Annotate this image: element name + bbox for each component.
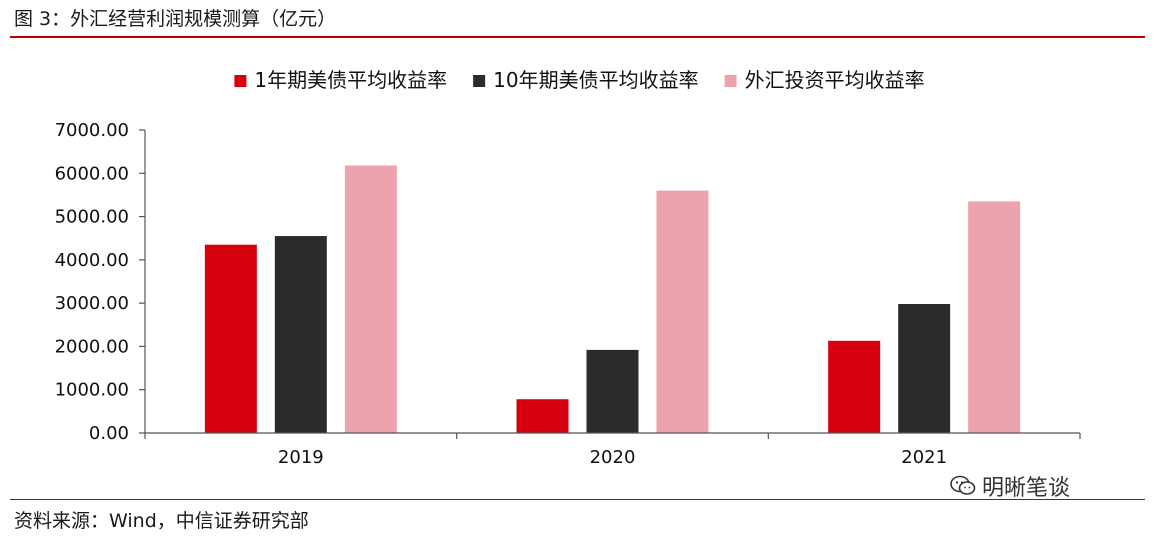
legend-swatch	[473, 75, 486, 87]
legend-swatch	[724, 75, 737, 87]
legend-label: 外汇投资平均收益率	[745, 68, 925, 92]
bar-2020-series-2	[586, 349, 639, 433]
bar-2021-series-1	[828, 340, 881, 433]
watermark-text: 明晰笔谈	[982, 476, 1071, 501]
legend-item: 外汇投资平均收益率	[724, 68, 925, 92]
legend-item: 1年期美债平均收益率	[234, 68, 447, 92]
y-tick-label: 7000.00	[55, 120, 129, 141]
source-note: 资料来源：Wind，中信证券研究部	[14, 510, 309, 532]
watermark: 明晰笔谈	[950, 470, 1070, 502]
legend-label: 1年期美债平均收益率	[254, 68, 447, 92]
y-tick-label: 2000.00	[55, 336, 129, 357]
source-rule	[10, 499, 1145, 500]
x-category-label: 2021	[901, 447, 947, 468]
y-tick-label: 3000.00	[55, 293, 129, 314]
y-tick-label: 5000.00	[55, 207, 129, 228]
title-rule	[10, 36, 1145, 38]
legend: 1年期美债平均收益率 10年期美债平均收益率 外汇投资平均收益率	[234, 68, 925, 92]
bar-chart: 1年期美债平均收益率 10年期美债平均收益率 外汇投资平均收益率 0.00 1000.…	[55, 68, 1081, 468]
wechat-icon	[950, 475, 976, 495]
bar-2020-series-1	[516, 399, 569, 433]
bars	[204, 165, 1021, 433]
y-tick-label: 6000.00	[55, 163, 129, 184]
legend-label: 10年期美债平均收益率	[493, 68, 698, 92]
y-tick-label: 4000.00	[55, 250, 129, 271]
x-category-label: 2020	[590, 447, 636, 468]
bar-2021-series-3	[968, 201, 1021, 433]
bar-2019-series-3	[344, 165, 397, 433]
bar-2019-series-2	[274, 236, 327, 433]
bar-2021-series-2	[898, 304, 951, 433]
bar-2019-series-1	[204, 244, 257, 433]
x-category-label: 2019	[278, 447, 324, 468]
y-axis: 0.00 1000.00 2000.00 3000.00 4000.00 5000.00 6…	[55, 120, 146, 444]
figure-title: 图 3：外汇经营利润规模测算（亿元）	[14, 8, 337, 30]
legend-item: 10年期美债平均收益率	[473, 68, 699, 92]
x-axis: 2019 2020 2021	[144, 432, 1081, 468]
y-tick-label: 0.00	[89, 423, 129, 444]
bar-2020-series-3	[656, 190, 709, 433]
y-tick-label: 1000.00	[55, 380, 129, 401]
legend-swatch	[234, 75, 247, 87]
